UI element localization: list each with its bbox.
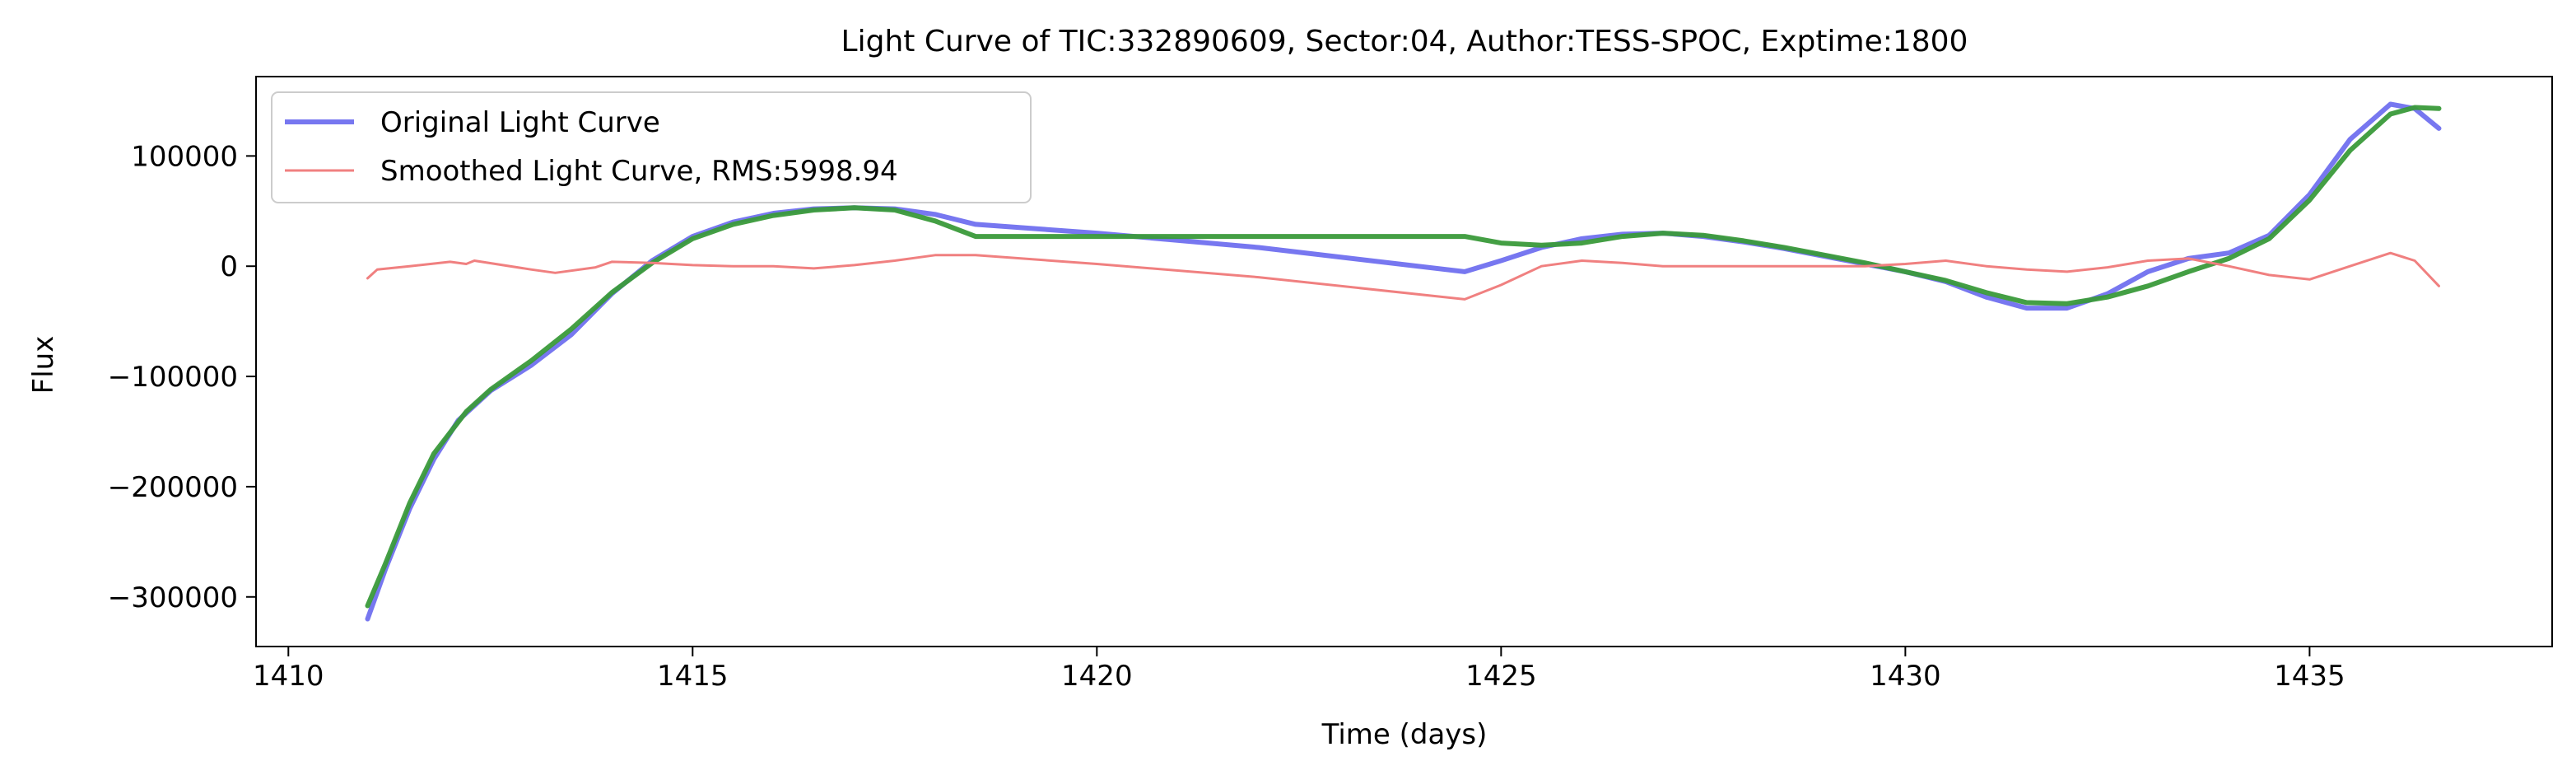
x-tick-label: 1415 — [657, 660, 729, 693]
legend: Original Light Curve Smoothed Light Curv… — [271, 91, 1032, 203]
x-tick-label: 1410 — [253, 660, 324, 693]
plot-frame — [255, 76, 2553, 647]
legend-label-original: Original Light Curve — [380, 106, 660, 139]
x-tick-label: 1420 — [1061, 660, 1133, 693]
y-tick-label: 100000 — [131, 140, 238, 173]
chart-title: Light Curve of TIC:332890609, Sector:04,… — [841, 25, 1968, 58]
y-tick-label: −200000 — [108, 471, 238, 504]
y-tick-label: −300000 — [108, 581, 238, 614]
y-tick-label: −100000 — [108, 361, 238, 394]
plot-series-group — [365, 101, 2442, 622]
x-tick-label: 1435 — [2274, 660, 2345, 693]
x-tick-label: 1425 — [1465, 660, 1537, 693]
x-axis-label: Time (days) — [1321, 718, 1488, 751]
legend-label-smoothed: Smoothed Light Curve, RMS:5998.94 — [380, 155, 898, 188]
series-line-smoothed — [366, 251, 2440, 301]
series-line-green — [365, 105, 2442, 609]
y-tick-label: 0 — [220, 250, 238, 283]
y-axis: −300000 −200000 −100000 0 100000 — [108, 140, 256, 614]
x-axis: 1410 1415 1420 1425 1430 1435 — [253, 647, 2345, 693]
legend-box — [271, 91, 1032, 203]
x-tick-label: 1430 — [1870, 660, 1941, 693]
y-axis-label: Flux — [27, 336, 60, 395]
